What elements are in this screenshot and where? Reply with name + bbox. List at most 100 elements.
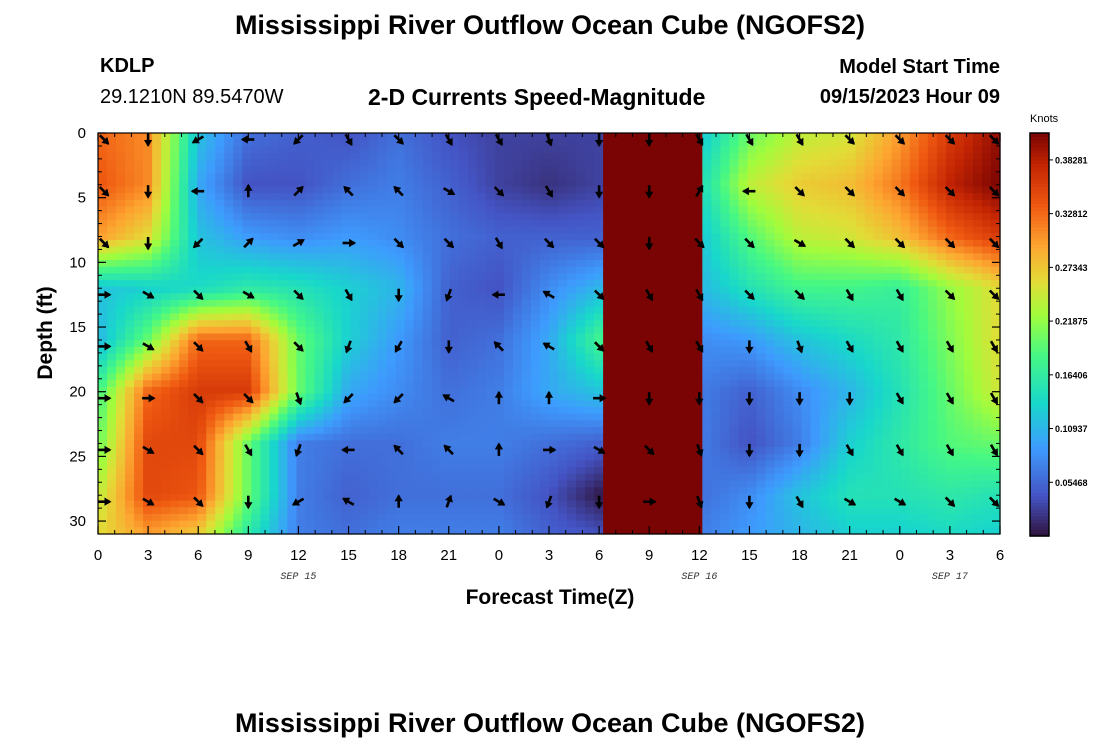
heatmap-cell bbox=[693, 447, 703, 455]
heatmap-cell bbox=[395, 473, 406, 482]
heatmap-cell bbox=[116, 460, 126, 468]
heatmap-cell bbox=[170, 413, 180, 421]
heatmap-cell bbox=[233, 333, 243, 341]
heatmap-cell bbox=[494, 527, 505, 535]
heatmap-cell bbox=[567, 233, 577, 241]
heatmap-cell bbox=[756, 373, 767, 381]
heatmap-cell bbox=[323, 219, 334, 228]
heatmap-cell bbox=[567, 293, 577, 301]
heatmap-cell bbox=[233, 433, 243, 442]
heatmap-cell bbox=[792, 179, 803, 188]
heatmap-cell bbox=[98, 206, 108, 214]
heatmap-cell bbox=[332, 386, 343, 395]
heatmap-cell bbox=[215, 320, 225, 328]
heatmap-cell bbox=[621, 500, 631, 508]
heatmap-cell bbox=[485, 166, 496, 174]
heatmap-cell bbox=[702, 266, 712, 274]
heatmap-cell bbox=[675, 513, 685, 522]
heatmap-cell bbox=[819, 266, 830, 274]
heatmap-cell bbox=[296, 273, 307, 281]
heatmap-cell bbox=[278, 380, 289, 388]
heatmap-cell bbox=[765, 460, 776, 468]
heatmap-cell bbox=[332, 133, 343, 141]
heatmap-cell bbox=[440, 300, 451, 308]
heatmap-cell bbox=[693, 386, 703, 395]
heatmap-cell bbox=[503, 300, 514, 308]
heatmap-cell bbox=[107, 333, 117, 341]
heatmap-cell bbox=[558, 460, 568, 468]
heatmap-cell bbox=[188, 193, 198, 201]
heatmap-cell bbox=[530, 259, 541, 268]
heatmap-cell bbox=[170, 333, 180, 341]
heatmap-cell bbox=[260, 239, 270, 248]
heatmap-cells bbox=[98, 133, 1001, 535]
heatmap-cell bbox=[558, 480, 568, 488]
heatmap-cell bbox=[639, 340, 649, 348]
heatmap-cell bbox=[711, 340, 721, 348]
heatmap-cell bbox=[738, 340, 749, 348]
heatmap-cell bbox=[269, 300, 279, 308]
heatmap-cell bbox=[765, 159, 776, 168]
heatmap-cell bbox=[233, 427, 243, 435]
heatmap-cell bbox=[467, 333, 478, 341]
heatmap-cell bbox=[323, 206, 334, 214]
heatmap-cell bbox=[251, 266, 261, 274]
heatmap-cell bbox=[422, 460, 433, 468]
heatmap-cell bbox=[215, 427, 225, 435]
heatmap-cell bbox=[449, 507, 460, 515]
heatmap-cell bbox=[648, 186, 658, 194]
heatmap-cell bbox=[395, 373, 406, 381]
heatmap-cell bbox=[350, 133, 361, 141]
heatmap-cell bbox=[657, 493, 667, 502]
heatmap-cell bbox=[521, 246, 532, 254]
heatmap-cell bbox=[774, 320, 785, 328]
heatmap-cell bbox=[594, 353, 604, 361]
heatmap-cell bbox=[503, 219, 514, 228]
heatmap-cell bbox=[251, 353, 261, 361]
heatmap-cell bbox=[521, 259, 532, 268]
heatmap-cell bbox=[206, 440, 216, 448]
heatmap-cell bbox=[359, 326, 370, 335]
heatmap-cell bbox=[485, 473, 496, 482]
heatmap-cell bbox=[747, 393, 758, 401]
heatmap-cell bbox=[666, 513, 676, 522]
heatmap-cell bbox=[98, 320, 108, 328]
heatmap-cell bbox=[765, 360, 776, 368]
heatmap-cell bbox=[756, 320, 767, 328]
heatmap-cell bbox=[440, 233, 451, 241]
heatmap-cell bbox=[350, 173, 361, 181]
heatmap-cell bbox=[630, 300, 640, 308]
heatmap-cell bbox=[494, 153, 505, 161]
heatmap-cell bbox=[107, 146, 117, 154]
heatmap-cell bbox=[666, 346, 676, 355]
heatmap-cell bbox=[512, 259, 523, 268]
heatmap-cell bbox=[720, 407, 730, 415]
heatmap-cell bbox=[125, 166, 135, 174]
heatmap-cell bbox=[350, 386, 361, 395]
heatmap-cell bbox=[639, 487, 649, 495]
heatmap-cell bbox=[585, 427, 595, 435]
heatmap-cell bbox=[666, 413, 676, 421]
heatmap-cell bbox=[512, 139, 523, 147]
heatmap-cell bbox=[224, 246, 234, 254]
heatmap-cell bbox=[278, 253, 289, 261]
heatmap-cell bbox=[350, 246, 361, 254]
heatmap-cell bbox=[792, 386, 803, 395]
heatmap-cell bbox=[747, 159, 758, 168]
heatmap-cell bbox=[242, 353, 252, 361]
heatmap-cell bbox=[801, 353, 812, 361]
heatmap-cell bbox=[161, 300, 171, 308]
heatmap-cell bbox=[558, 386, 568, 395]
heatmap-cell bbox=[458, 393, 469, 401]
heatmap-cell bbox=[558, 380, 568, 388]
heatmap-cell bbox=[657, 527, 667, 535]
heatmap-cell bbox=[657, 386, 667, 395]
heatmap-cell bbox=[377, 233, 388, 241]
heatmap-cell bbox=[576, 427, 586, 435]
heatmap-cell bbox=[467, 166, 478, 174]
heatmap-cell bbox=[684, 306, 694, 315]
heatmap-cell bbox=[359, 527, 370, 535]
heatmap-cell bbox=[359, 213, 370, 221]
heatmap-cell bbox=[224, 173, 234, 181]
heatmap-cell bbox=[368, 253, 379, 261]
